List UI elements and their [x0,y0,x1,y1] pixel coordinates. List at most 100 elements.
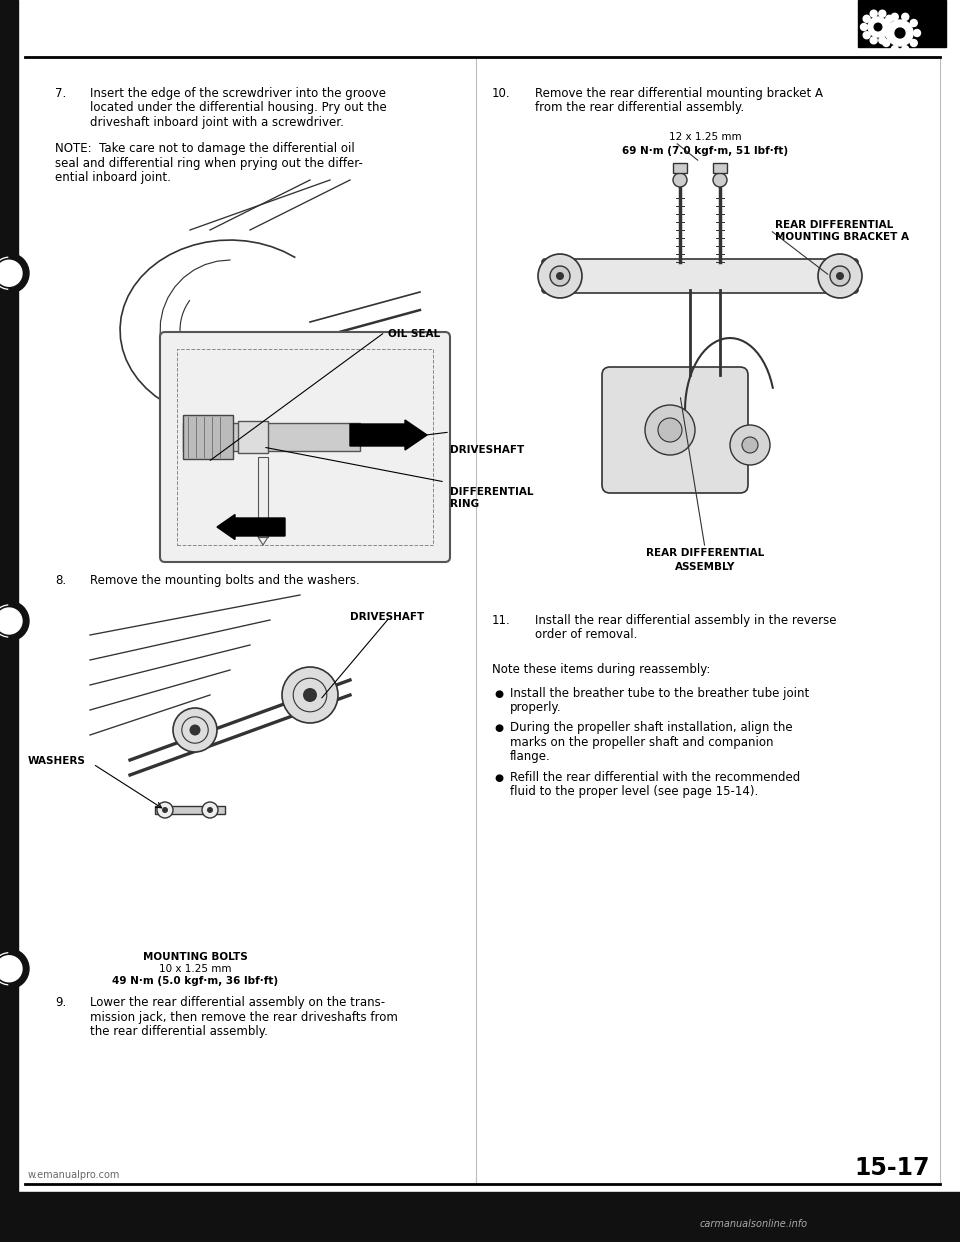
Circle shape [889,24,896,31]
Text: ASSEMBLY: ASSEMBLY [675,561,735,573]
Circle shape [870,10,877,17]
Bar [30,217,460,561]
Text: w.emanualpro.com: w.emanualpro.com [28,1170,120,1180]
Circle shape [730,425,770,465]
Text: DIFFERENTIAL: DIFFERENTIAL [450,487,534,497]
Text: 69 N·m (7.0 kgf·m, 51 lbf·ft): 69 N·m (7.0 kgf·m, 51 lbf·ft) [622,147,788,156]
Text: properly.: properly. [510,700,562,714]
Text: RING: RING [450,499,479,509]
Circle shape [658,419,682,442]
Circle shape [673,173,687,188]
Circle shape [910,40,917,46]
Circle shape [883,20,890,26]
Text: Refill the rear differential with the recommended: Refill the rear differential with the re… [510,770,801,784]
Bar [155,806,225,814]
Text: order of removal.: order of removal. [535,628,637,642]
Text: 15-17: 15-17 [854,1156,930,1180]
Text: carmanualsonline.info: carmanualsonline.info [700,1218,808,1230]
Text: MOUNTING BOLTS: MOUNTING BOLTS [143,953,248,963]
Bar [183,415,233,460]
Circle shape [886,15,893,22]
Text: ●: ● [494,688,503,698]
Text: marks on the propeller shaft and companion: marks on the propeller shaft and compani… [510,735,774,749]
Circle shape [556,272,564,279]
Circle shape [891,46,899,52]
Text: flange.: flange. [510,750,551,764]
Circle shape [742,437,758,453]
Text: 11.: 11. [492,614,511,627]
Bar [0,0,18,1242]
Text: Remove the rear differential mounting bracket A: Remove the rear differential mounting br… [535,87,823,101]
Circle shape [550,266,570,286]
Text: MOUNTING BRACKET A: MOUNTING BRACKET A [775,232,909,242]
Text: the rear differential assembly.: the rear differential assembly. [90,1025,268,1038]
Text: REAR DIFFERENTIAL: REAR DIFFERENTIAL [646,548,764,558]
Circle shape [173,708,217,751]
Wedge shape [9,601,29,641]
Bar [485,137,935,602]
FancyBboxPatch shape [602,366,748,493]
Text: 7.: 7. [55,87,66,101]
Circle shape [883,40,890,46]
FancyArrow shape [217,514,285,539]
Circle shape [891,14,899,20]
Text: 10 x 1.25 mm: 10 x 1.25 mm [158,964,231,974]
Circle shape [0,609,22,633]
Text: driveshaft inboard joint with a screwdriver.: driveshaft inboard joint with a screwdri… [90,116,344,129]
Circle shape [713,173,727,188]
Circle shape [162,807,168,814]
Text: Install the breather tube to the breather tube joint: Install the breather tube to the breathe… [510,687,809,699]
Text: DRIVESHAFT: DRIVESHAFT [450,445,524,455]
Bar [0,1192,960,1242]
Text: ●: ● [494,773,503,782]
Text: DRIVESHAFT: DRIVESHAFT [350,612,424,622]
Wedge shape [9,253,29,293]
Text: seal and differential ring when prying out the differ-: seal and differential ring when prying o… [55,156,363,170]
Text: NOTE:  Take care not to damage the differential oil: NOTE: Take care not to damage the differ… [55,142,355,155]
Circle shape [879,30,886,36]
Text: REAR DIFFERENTIAL: REAR DIFFERENTIAL [775,220,893,230]
FancyArrow shape [350,420,427,450]
Text: fluid to the proper level (see page 15-14).: fluid to the proper level (see page 15-1… [510,785,758,799]
Circle shape [830,266,850,286]
Circle shape [836,272,844,279]
Circle shape [0,605,25,637]
Text: ential inboard joint.: ential inboard joint. [55,171,171,184]
Text: OIL SEAL: OIL SEAL [388,329,440,339]
Circle shape [863,32,870,39]
Text: 10.: 10. [492,87,511,101]
Bar [30,602,460,946]
Text: 12 x 1.25 mm: 12 x 1.25 mm [669,132,741,142]
Bar [177,349,433,545]
Bar [258,457,268,537]
Text: mission jack, then remove the rear driveshafts from: mission jack, then remove the rear drive… [90,1011,397,1023]
Text: Remove the mounting bolts and the washers.: Remove the mounting bolts and the washer… [90,574,360,587]
FancyBboxPatch shape [542,260,858,293]
Circle shape [878,37,886,43]
Circle shape [189,724,201,735]
Bar [858,0,946,47]
Text: Note these items during reassembly:: Note these items during reassembly: [492,663,710,677]
Circle shape [282,667,338,723]
Circle shape [202,802,218,818]
Circle shape [0,257,25,289]
Circle shape [875,24,882,31]
Bar [238,421,268,453]
Circle shape [901,46,909,52]
Circle shape [870,37,877,43]
FancyBboxPatch shape [160,332,450,561]
Text: 9.: 9. [55,996,66,1009]
Text: Insert the edge of the screwdriver into the groove: Insert the edge of the screwdriver into … [90,87,386,101]
Bar [673,163,687,173]
Circle shape [157,802,173,818]
Circle shape [818,255,862,298]
Circle shape [910,20,917,26]
Circle shape [538,255,582,298]
Circle shape [863,15,870,22]
Text: ●: ● [494,723,503,733]
Circle shape [0,953,25,985]
Wedge shape [9,949,29,989]
Text: Lower the rear differential assembly on the trans-: Lower the rear differential assembly on … [90,996,385,1009]
Bar [183,424,360,451]
Text: from the rear differential assembly.: from the rear differential assembly. [535,102,744,114]
